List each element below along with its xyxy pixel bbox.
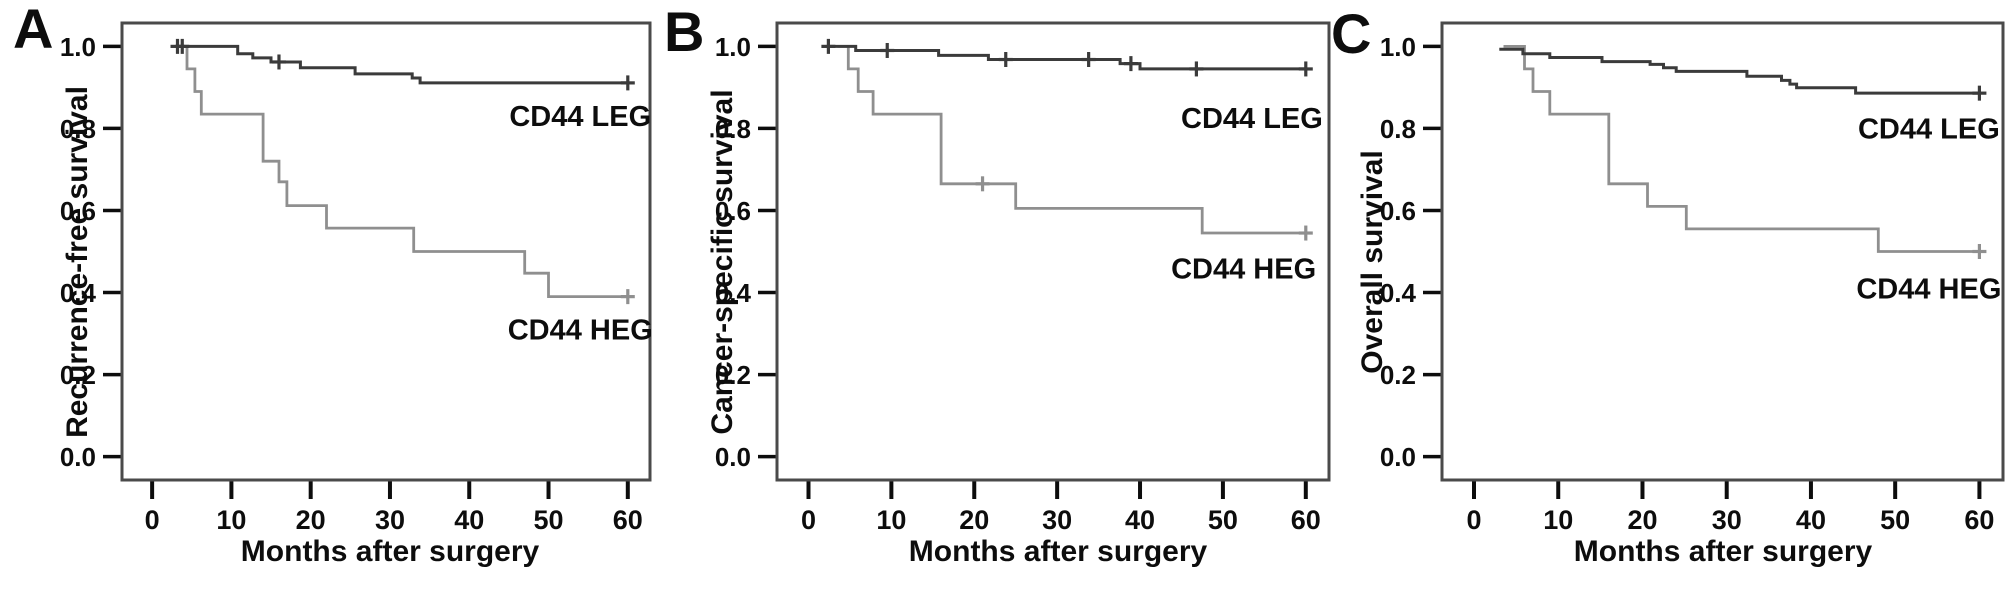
censor-mark: [620, 289, 635, 305]
series-label-cd44-heg: CD44 HEG: [1856, 273, 2001, 305]
panel-letter-c: C: [1331, 2, 1372, 65]
x-tick-label: 10: [876, 505, 906, 535]
y-tick-label: 0.2: [60, 360, 96, 390]
censor-mark: [1972, 244, 1987, 259]
censor-mark: [620, 75, 635, 91]
y-tick-label: 1.0: [60, 32, 96, 62]
censor-mark: [998, 52, 1013, 68]
x-axis-title-a: Months after surgery: [240, 535, 540, 568]
x-tick-label: 60: [1964, 505, 1994, 535]
series-label-cd44-heg: CD44 HEG: [508, 314, 653, 346]
plot-frame: [1440, 21, 2005, 482]
km-curve-cd44-leg: [1499, 47, 1980, 95]
x-tick-label: 60: [1291, 505, 1321, 535]
censor-mark: [1189, 61, 1204, 77]
y-tick-label: 0.8: [1380, 114, 1416, 144]
series-label-cd44-leg: CD44 LEG: [1858, 113, 2000, 145]
plot-frame: [120, 21, 652, 482]
x-tick-label: 0: [145, 505, 160, 535]
y-tick-label: 0.2: [715, 360, 751, 390]
y-tick-label: 0.4: [715, 278, 752, 308]
x-axis-title-b: Months after surgery: [908, 535, 1208, 568]
x-tick-label: 10: [216, 505, 246, 535]
y-tick-label: 0.2: [1380, 360, 1416, 390]
y-tick-label: 0.8: [715, 114, 751, 144]
censor-mark: [1123, 56, 1138, 72]
series-label-cd44-leg: CD44 LEG: [509, 101, 651, 133]
y-tick-label: 0.6: [60, 196, 96, 226]
x-tick-label: 30: [375, 505, 405, 535]
x-axis-title-c: Months after surgery: [1573, 535, 1873, 568]
censor-mark: [1298, 61, 1313, 77]
km-curve-cd44-heg: [179, 45, 628, 298]
y-tick-label: 0.0: [60, 442, 96, 472]
y-tick-label: 1.0: [715, 32, 751, 62]
censor-mark: [975, 176, 990, 192]
censor-mark: [1972, 85, 1987, 101]
y-tick-label: 1.0: [1380, 32, 1416, 62]
x-tick-label: 40: [454, 505, 484, 535]
x-tick-label: 20: [959, 505, 989, 535]
x-tick-label: 50: [533, 505, 563, 535]
x-tick-label: 0: [801, 505, 816, 535]
y-tick-label: 0.4: [60, 278, 97, 308]
y-tick-label: 0.6: [1380, 196, 1416, 226]
x-tick-label: 0: [1466, 505, 1481, 535]
y-axis-title-cancer-specific-survival: Cancer-specific survival: [706, 89, 739, 435]
y-tick-label: 0.6: [715, 196, 751, 226]
censor-mark: [271, 54, 286, 70]
panel-letter-a: A: [13, 0, 54, 60]
x-tick-label: 30: [1712, 505, 1742, 535]
km-curve-cd44-heg: [1503, 45, 1980, 253]
km-curve-cd44-leg: [826, 44, 1306, 71]
series-label-cd44-leg: CD44 LEG: [1181, 103, 1323, 135]
x-tick-label: 60: [613, 505, 643, 535]
y-axis-title-recurrence-free-survival: Recurrence-free survival: [61, 86, 94, 438]
x-tick-label: 30: [1042, 505, 1072, 535]
km-curve-cd44-leg: [175, 44, 628, 85]
x-tick-label: 20: [296, 505, 326, 535]
km-curve-cd44-heg: [837, 45, 1306, 235]
censor-mark: [1298, 225, 1313, 241]
y-tick-label: 0.4: [1380, 278, 1417, 308]
censor-mark: [1081, 52, 1096, 68]
series-label-cd44-heg: CD44 HEG: [1171, 254, 1316, 286]
x-tick-label: 20: [1627, 505, 1657, 535]
y-tick-label: 0.8: [60, 114, 96, 144]
censor-mark: [821, 38, 836, 54]
censor-mark: [880, 42, 895, 58]
plot-frame: [775, 21, 1331, 482]
x-tick-label: 50: [1208, 505, 1238, 535]
x-tick-label: 40: [1125, 505, 1155, 535]
x-tick-label: 40: [1796, 505, 1826, 535]
x-tick-label: 10: [1543, 505, 1573, 535]
y-tick-label: 0.0: [1380, 442, 1416, 472]
y-tick-label: 0.0: [715, 442, 751, 472]
panel-a-plot: 1.0 0.8 0.6 0.4 0.2 0.0 0 10 20 30 40 50 60 CD44 HEG C…: [60, 21, 653, 535]
y-axis-title-overall-survival: Overall survival: [1356, 150, 1389, 374]
panel-b-plot: 1.0 0.8 0.6 0.4 0.2 0.0 0 10 20 30 40 50 60 CD44 HEG C…: [715, 21, 1331, 535]
panel-letter-b: B: [664, 0, 705, 63]
panel-c-plot: 1.0 0.8 0.6 0.4 0.2 0.0 0 10 20 30 40 50 60 CD44 HEG C…: [1380, 21, 2005, 535]
censor-mark: [175, 38, 190, 54]
x-tick-label: 50: [1880, 505, 1910, 535]
